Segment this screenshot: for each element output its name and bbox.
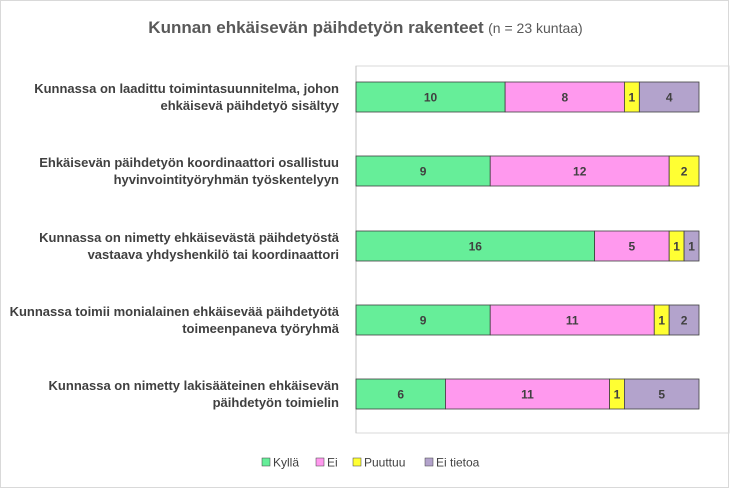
bar-segment [355, 81, 506, 113]
data-label: 8 [561, 91, 568, 105]
legend-swatch [261, 457, 271, 467]
data-label: 11 [566, 314, 579, 328]
legend-swatch [424, 457, 434, 467]
bar-segment [489, 304, 655, 336]
bar-segment [355, 304, 491, 336]
data-label: 9 [420, 165, 427, 179]
legend-label: Ei [327, 456, 338, 470]
bar-segment [668, 304, 700, 336]
data-label: 10 [424, 91, 438, 105]
data-label: 5 [629, 240, 636, 254]
bar-segment [683, 230, 700, 262]
bar-segment [489, 155, 670, 187]
data-label: 2 [681, 165, 688, 179]
legend-label: Ei tietoa [436, 456, 480, 470]
data-label: 5 [658, 388, 665, 402]
legend-label: Puuttuu [364, 456, 405, 470]
bar-segment [668, 155, 700, 187]
bar-segment [624, 378, 700, 410]
data-label: 16 [469, 240, 483, 254]
data-label: 4 [666, 91, 673, 105]
data-label: 1 [614, 388, 621, 402]
bar-segment [504, 81, 625, 113]
legend-label: Kyllä [273, 456, 299, 470]
chart-title-main: Kunnan ehkäisevän päihdetyön rakenteet [148, 18, 484, 37]
category-label: Kunnassa on nimetty ehkäisevästä päihdet… [39, 230, 340, 262]
data-label: 11 [521, 388, 534, 402]
bar-segment [638, 81, 700, 113]
data-label: 1 [673, 240, 680, 254]
bar-segment [594, 230, 670, 262]
data-label: 12 [573, 165, 587, 179]
bar-segment [355, 155, 491, 187]
data-label: 9 [420, 314, 427, 328]
chart-title: Kunnan ehkäisevän päihdetyön rakenteet (… [0, 18, 731, 38]
category-label: Kunnassa on nimetty lakisääteinen ehkäis… [49, 378, 340, 410]
chart-subtitle: (n = 23 kuntaa) [488, 20, 583, 36]
data-label: 2 [681, 314, 688, 328]
bar-segment [355, 230, 596, 262]
category-label: Kunnassa toimii monialainen ehkäisevää p… [10, 304, 340, 336]
data-label: 1 [658, 314, 665, 328]
category-label: Ehkäisevän päihdetyön koordinaattori osa… [39, 155, 339, 187]
category-label: Kunnassa on laadittu toimintasuunnitelma… [34, 81, 340, 113]
legend-swatch [315, 457, 325, 467]
data-label: 1 [688, 240, 695, 254]
legend-swatch [352, 457, 362, 467]
data-label: 1 [629, 91, 636, 105]
data-label: 6 [397, 388, 404, 402]
